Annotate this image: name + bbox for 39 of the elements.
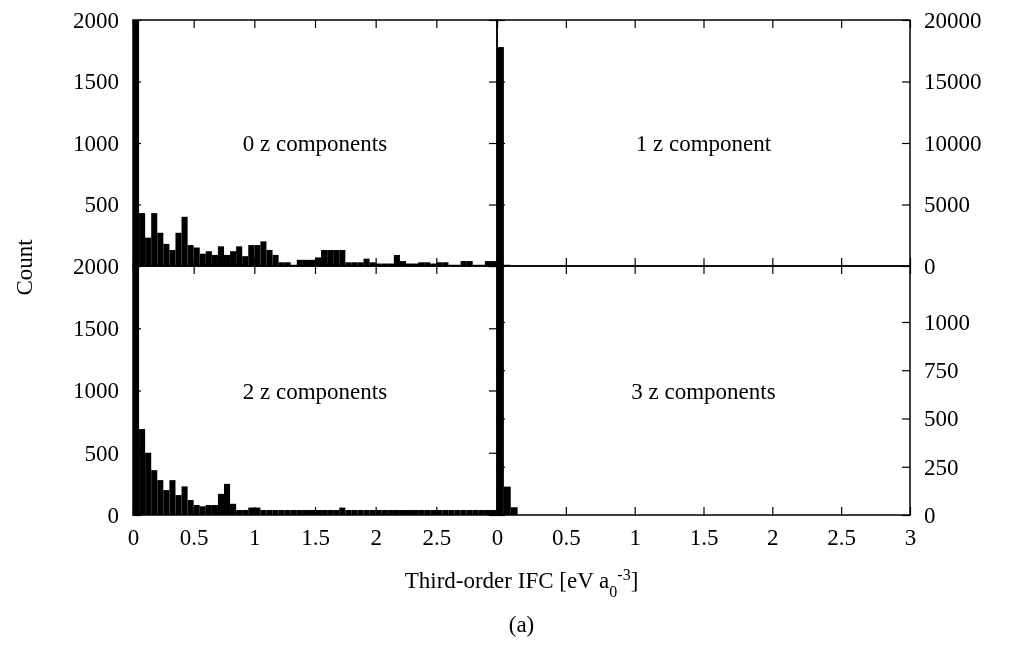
y-tick-label: 500 [924,406,959,432]
y-tick-label: 2000 [73,253,119,279]
y-tick-label: 0 [924,253,936,279]
x-tick-label: 2 [767,525,779,551]
x-tick-label: 1 [629,525,641,551]
text: 0 z components [242,131,388,156]
y-tick-label: 250 [924,454,959,480]
text: 3 z components [631,378,776,404]
x-tick-label: 2.5 [827,525,857,551]
x-tick-label: 2 [370,525,382,551]
x-tick-label: 3 [904,525,917,551]
y-tick-label: 1000 [73,378,119,404]
y-tick-label: 5000 [924,192,970,218]
y-tick-label: 1000 [924,309,970,335]
y-axis-title: Count [12,238,37,296]
x-tick-label: 0 [127,525,140,551]
y-tick-label: 0 [924,502,936,528]
x-tick-label: 2.5 [422,525,452,551]
x-tick-label: 0.5 [551,525,581,551]
text: (a) [508,612,535,637]
y-tick-label: 2000 [73,7,119,33]
text: 1 z component [635,131,772,156]
y-tick-label: 1500 [73,316,119,342]
x-tick-label: 1.5 [689,525,719,551]
y-tick-label: 750 [924,358,959,384]
y-tick-label: 500 [84,192,119,218]
x-tick-label: 1 [249,525,261,551]
y-tick-label: 500 [84,440,119,466]
text: 2 z components [242,378,388,404]
y-tick-label: 10000 [924,130,982,156]
y-tick-label: 1500 [73,69,119,95]
x-tick-label: 0.5 [179,525,209,551]
x-axis-title: Third-order IFC [eV a$_{0}$$^{-3}$] [404,565,639,600]
y-tick-label: 20000 [924,7,982,33]
y-tick-label: 0 [107,502,119,528]
x-tick-label: 1.5 [301,525,330,551]
y-tick-label: 15000 [924,69,982,95]
x-tick-label: 0 [491,525,504,551]
y-tick-label: 1000 [73,130,119,156]
